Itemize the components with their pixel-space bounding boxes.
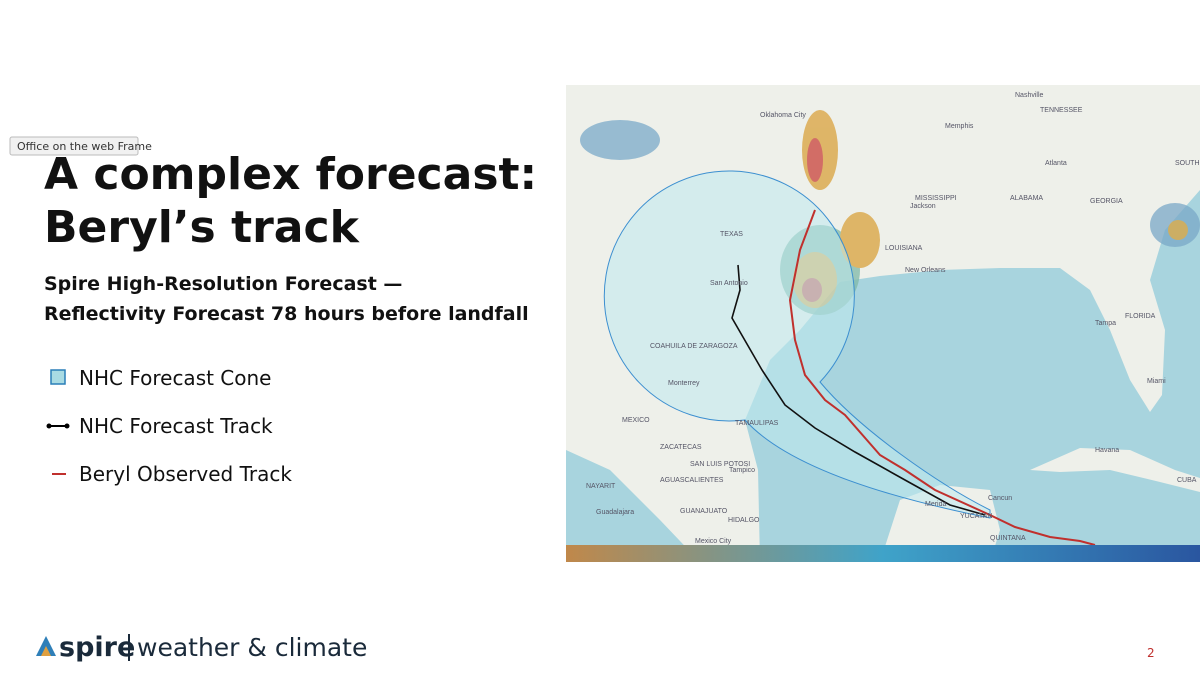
map-label: LOUISIANA <box>885 245 923 252</box>
map-label: Atlanta <box>1045 160 1067 167</box>
map-label: TEXAS <box>720 231 743 238</box>
tooltip: Office on the web Frame <box>17 140 152 153</box>
logo-icon <box>41 646 51 656</box>
map-label: SOUTH CAROLINA <box>1175 160 1200 167</box>
map-label: Guadalajara <box>596 509 634 516</box>
title: A complex forecast: <box>44 149 537 200</box>
map-label: TENNESSEE <box>1040 107 1083 114</box>
map-label: Nashville <box>1015 92 1044 99</box>
legend-label: NHC Forecast Track <box>79 414 273 438</box>
map-label: YUCATAN <box>960 513 992 520</box>
map-label: CUBA <box>1177 477 1197 484</box>
map-label: QUINTANA <box>990 535 1026 542</box>
map-label: Memphis <box>945 123 974 130</box>
legend-label: NHC Forecast Cone <box>79 366 272 390</box>
map-label: HIDALGO <box>728 517 760 524</box>
map-label: ALABAMA <box>1010 195 1043 202</box>
map-label: MEXICO <box>622 417 650 424</box>
subtitle: Spire High-Resolution Forecast — <box>44 273 402 295</box>
logo-brand: spire <box>59 632 135 663</box>
subtitle: Reflectivity Forecast 78 hours before la… <box>44 303 529 325</box>
map-label: AGUASCALIENTES <box>660 477 724 484</box>
page-number: 2 <box>1147 646 1155 660</box>
map-label: FLORIDA <box>1125 313 1156 320</box>
map-label: GUANAJUATO <box>680 508 728 515</box>
map: Nashville TENNESSEE Oklahoma City Memphis At… <box>566 85 1200 562</box>
map-label: Tampa <box>1095 320 1116 327</box>
map-label: Merida <box>925 501 947 508</box>
map-label: Miami <box>1147 378 1166 385</box>
map-label: Tampico <box>729 467 755 474</box>
map-label: Mexico City <box>695 538 732 545</box>
map-label: TAMAULIPAS <box>735 420 779 427</box>
legend-icon <box>50 369 66 385</box>
logo-tagline: weather & climate <box>137 633 367 662</box>
map-label: MISSISSIPPI <box>915 195 957 202</box>
map-label: COAHUILA DE ZARAGOZA <box>650 343 738 350</box>
map-label: Monterrey <box>668 380 700 387</box>
tooltip-box <box>9 136 139 156</box>
map-label: Jackson <box>910 203 936 210</box>
map-label: SAN LUIS POTOSI <box>690 461 750 468</box>
map-label: San Antonio <box>710 280 748 287</box>
legend-icon <box>46 423 70 429</box>
legend-label: Beryl Observed Track <box>79 462 292 486</box>
map-label: New Orleans <box>905 267 946 274</box>
map-label: GEORGIA <box>1090 198 1123 205</box>
title: Beryl’s track <box>44 202 361 253</box>
map-label: Havana <box>1095 447 1119 454</box>
map-label: Cancun <box>988 495 1012 502</box>
map-label: NAYARIT <box>586 483 616 490</box>
map-label: Oklahoma City <box>760 112 806 119</box>
map-label: ZACATECAS <box>660 444 702 451</box>
